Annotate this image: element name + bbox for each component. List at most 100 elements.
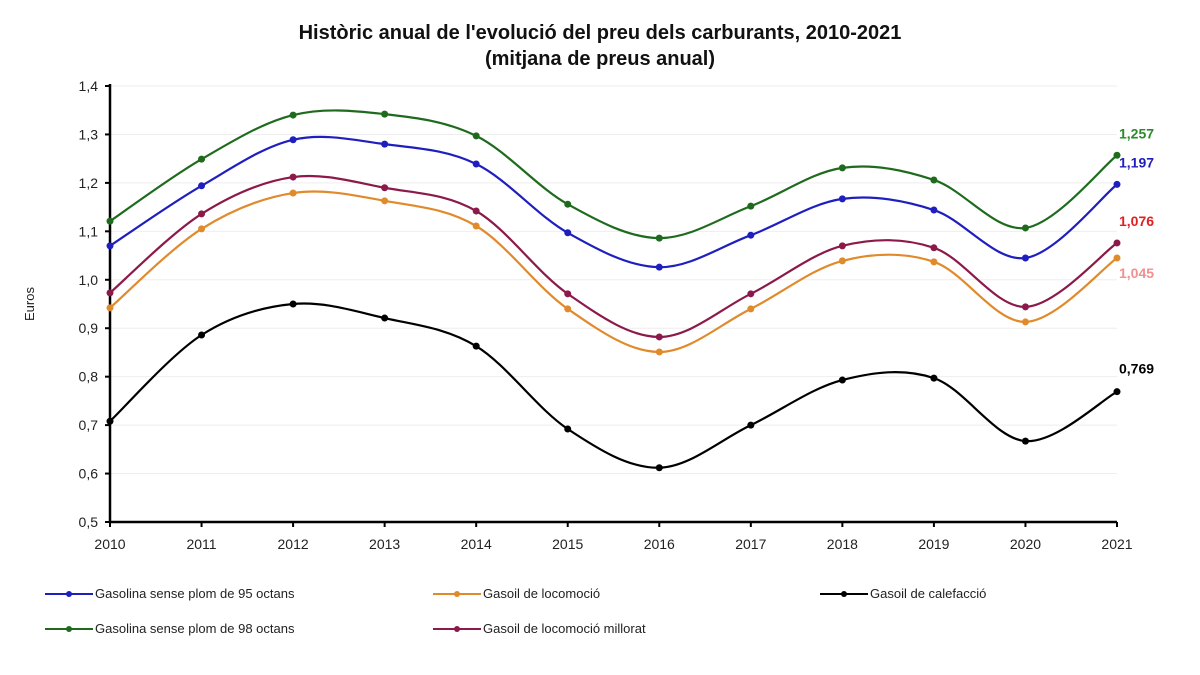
end-value-label: 1,197 [1119,154,1154,170]
legend-swatch [433,590,481,597]
legend-item-locomocio: Gasoil de locomoció [433,586,600,601]
x-tick-label: 2010 [94,536,125,552]
y-tick-label: 1,4 [79,78,99,94]
data-point [289,300,297,308]
x-tick-label: 2018 [827,536,858,552]
data-point [289,189,297,197]
data-point [106,289,114,297]
series-line [109,190,1118,354]
data-point [472,160,480,168]
data-point [381,110,389,118]
x-tick-label: 2011 [186,536,216,552]
series-line [109,135,1118,269]
chart-subtitle: (mitjana de preus anual) [484,48,716,70]
data-point [564,229,572,237]
data-point [747,290,755,298]
series-line [109,174,1118,339]
chart-title-main: Històric anual de l'evolució del preu de… [298,22,902,44]
x-tick-label: 2019 [918,536,949,552]
x-tick-label: 2014 [461,536,492,552]
data-point [198,182,206,190]
data-point [564,290,572,298]
end-value-label: 0,769 [1119,361,1154,377]
data-point [838,242,846,250]
legend-swatch [45,625,93,632]
data-point [1113,180,1121,188]
legend-label: Gasolina sense plom de 98 octans [95,621,295,636]
data-point [381,314,389,322]
data-point [655,263,663,271]
legend-label: Gasoil de locomoció [483,586,601,601]
y-axis-label: Euros [22,287,37,321]
data-point [1021,303,1029,311]
y-tick-label: 1,1 [79,223,99,239]
data-point [838,257,846,265]
end-value-label: 1,076 [1119,213,1154,229]
data-point [106,242,114,250]
data-point [289,111,297,119]
y-tick-label: 0,9 [79,320,99,336]
data-point [930,176,938,184]
legend-label: Gasolina sense plom de 95 octans [95,586,295,601]
legend-item-98: Gasolina sense plom de 98 octans [45,621,294,636]
data-point [198,225,206,233]
legend-swatch [820,590,868,597]
data-point [930,206,938,214]
y-tick-label: 0,7 [79,417,99,433]
data-point [930,244,938,252]
data-point [655,333,663,341]
data-point [1113,254,1121,262]
data-point [747,421,755,429]
data-point [655,464,663,472]
legend-swatch [433,625,481,632]
data-point [198,331,206,339]
legend-item-95: Gasolina sense plom de 95 octans [45,586,294,601]
data-point [655,234,663,242]
data-point [472,132,480,140]
data-point [106,217,114,225]
y-tick-label: 1,0 [79,272,99,288]
data-point [289,136,297,144]
data-point [1113,239,1121,247]
x-tick-label: 2016 [644,536,675,552]
data-point [838,164,846,172]
data-point [1113,388,1121,396]
data-point [289,173,297,181]
data-point [838,195,846,203]
data-point [106,417,114,425]
series-line [109,109,1118,240]
y-tick-label: 1,2 [79,175,99,191]
series-line [109,302,1118,469]
end-value-label: 1,257 [1119,125,1154,141]
data-point [381,140,389,148]
data-point [472,342,480,350]
data-point [1021,437,1029,445]
data-point [747,231,755,239]
data-point [1021,254,1029,262]
data-point [564,305,572,313]
data-point [472,222,480,230]
y-tick-label: 1,3 [79,126,99,142]
x-tick-label: 2017 [735,536,766,552]
data-point [381,184,389,192]
data-point [564,200,572,208]
data-point [106,304,114,312]
chart-title: Històric anual de l'evolució del preu de… [0,20,1200,72]
data-point [838,376,846,384]
x-tick-label: 2012 [278,536,309,552]
data-point [198,155,206,163]
end-value-label: 1,045 [1119,265,1154,281]
x-tick-label: 2013 [369,536,400,552]
legend-item-millorat: Gasoil de locomoció millorat [433,621,646,636]
x-tick-label: 2020 [1010,536,1041,552]
data-point [747,202,755,210]
legend-item-calefaccio: Gasoil de calefacció [820,586,986,601]
data-point [747,305,755,313]
y-tick-label: 0,6 [79,466,99,482]
data-point [930,258,938,266]
data-point [472,207,480,215]
data-point [1113,151,1121,159]
data-point [381,197,389,205]
legend-label: Gasoil de calefacció [870,586,987,601]
legend-label: Gasoil de locomoció millorat [483,621,646,636]
